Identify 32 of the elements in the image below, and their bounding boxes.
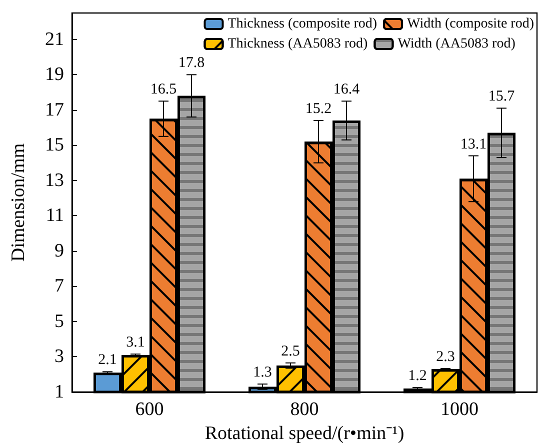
x-tick-label: 600: [135, 399, 164, 420]
y-tick-label: 21: [45, 28, 64, 50]
data-label: 2.3: [436, 349, 455, 366]
y-tick-label: 17: [45, 99, 64, 120]
data-label: 16.4: [333, 82, 360, 98]
legend-label: Width (AA5083 rod): [398, 36, 516, 52]
data-label: 13.1: [460, 136, 487, 152]
x-axis-title: Rotational speed/(r•min⁻¹): [204, 423, 404, 444]
y-tick-label: 7: [54, 276, 64, 297]
data-label: 2.5: [281, 343, 300, 360]
data-label: 15.7: [488, 88, 516, 105]
data-label: 1.3: [253, 364, 272, 381]
y-tick-label: 3: [54, 346, 64, 368]
data-label: 3.1: [126, 334, 145, 351]
y-axis-title: Dimension/mm: [8, 143, 29, 262]
data-label: 1.2: [408, 368, 427, 384]
data-label: 15.2: [305, 101, 332, 118]
y-tick-label: 13: [45, 170, 64, 191]
legend-label: Thickness (composite rod): [228, 16, 378, 32]
x-tick-label: 800: [290, 399, 319, 420]
y-tick-label: 11: [46, 205, 64, 226]
y-tick-label: 1: [54, 382, 64, 402]
x-tick-label: 1000: [440, 399, 478, 420]
y-tick-label: 19: [45, 64, 64, 86]
data-label: 16.5: [150, 82, 177, 98]
data-label: 2.1: [98, 352, 117, 368]
legend-label: Thickness (AA5083 rod): [228, 36, 368, 52]
data-label: 17.8: [178, 55, 205, 72]
legend-label: Width (composite rod): [407, 16, 534, 32]
y-tick-label: 5: [54, 310, 64, 332]
y-tick-label: 9: [54, 240, 64, 262]
y-tick-label: 15: [45, 134, 64, 156]
